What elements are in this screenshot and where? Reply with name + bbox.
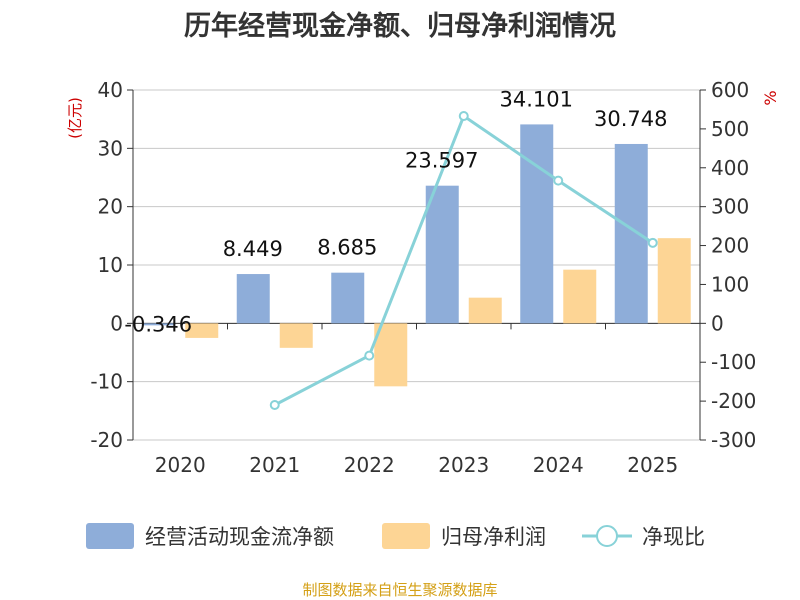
y-left-tick-label: 30 [98,136,123,160]
y-left-tick-label: -10 [90,370,123,394]
point-ratio [458,111,469,122]
legend-swatch-cash-flow [86,523,134,549]
y-left-axis-label: (亿元) [66,97,84,139]
bar-profit [374,323,408,387]
x-tick-label: 2021 [249,453,300,477]
y-right-tick-label: -200 [711,389,756,413]
data-label-cash-flow: 8.685 [317,236,377,260]
data-label-cash-flow: 34.101 [500,87,573,111]
bar-cash-flow [425,185,459,324]
data-label-cash-flow: 30.748 [594,107,667,131]
bar-profit [563,269,597,324]
data-label-cash-flow: -0.346 [124,312,192,336]
data-label-cash-flow: 23.597 [405,149,478,173]
y-right-tick-label: 600 [711,78,749,102]
point-ratio [269,400,280,410]
bar-cash-flow [142,323,176,326]
point-ratio [553,175,564,186]
y-right-axis-label: % [761,90,780,105]
bar-cash-flow [614,143,648,324]
chart-title: 历年经营现金净额、归母净利润情况 [184,11,616,42]
legend-label-profit: 归母净利润 [441,525,546,549]
y-right-tick-label: 100 [711,272,749,296]
bar-profit [279,323,313,348]
y-left-tick-label: 10 [98,253,123,277]
y-left-tick-label: -20 [90,428,123,452]
y-left-tick-label: 20 [98,195,123,219]
y-right-tick-label: 400 [711,156,749,180]
x-tick-label: 2025 [627,453,678,477]
bar-profit [657,238,691,324]
y-right-tick-label: -300 [711,428,756,452]
y-left-tick-label: 0 [110,311,123,335]
legend-swatch-ratio-marker [596,525,618,547]
x-tick-label: 2022 [344,453,395,477]
point-ratio [364,350,375,361]
bar-profit [468,297,502,324]
bar-profit [185,323,219,338]
legend-label-cash-flow: 经营活动现金流净额 [145,525,334,549]
bar-cash-flow [331,272,365,324]
y-right-tick-label: 500 [711,117,749,141]
bar-cash-flow [236,274,270,324]
x-tick-label: 2020 [155,453,206,477]
source-note: 制图数据来自恒生聚源数据库 [302,581,498,599]
y-right-tick-label: 300 [711,195,749,219]
y-right-tick-label: 0 [711,311,724,335]
x-tick-label: 2024 [533,453,584,477]
legend-label-ratio: 净现比 [642,525,705,549]
x-tick-label: 2023 [438,453,489,477]
legend-swatch-profit [382,523,430,549]
y-right-tick-label: 200 [711,234,749,258]
data-label-cash-flow: 8.449 [223,237,283,261]
y-right-tick-label: -100 [711,350,756,374]
bar-cash-flow [520,124,554,324]
point-ratio [647,237,658,248]
y-left-tick-label: 40 [98,78,123,102]
